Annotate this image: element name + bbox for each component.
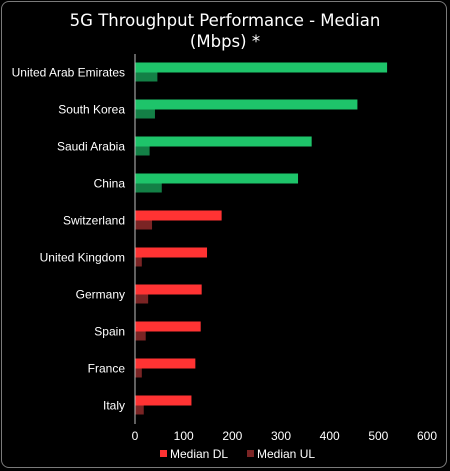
bar-median-dl: [135, 284, 202, 295]
category-label: Spain: [94, 325, 125, 339]
category-label: Germany: [76, 288, 125, 302]
bar-median-ul: [135, 183, 162, 193]
category-label: France: [88, 362, 126, 376]
bar-median-ul: [135, 109, 155, 119]
x-tick-label: 100: [174, 429, 194, 443]
category-label: Switzerland: [63, 214, 125, 228]
legend-label: Median UL: [257, 447, 315, 461]
x-tick-label: 200: [222, 429, 242, 443]
bar-median-ul: [135, 405, 144, 415]
bar-median-dl: [135, 321, 201, 332]
category-label: China: [94, 177, 126, 191]
x-tick-label: 0: [132, 429, 139, 443]
bar-median-ul: [135, 146, 150, 156]
bar-median-dl: [135, 247, 208, 258]
x-tick-label: 400: [320, 429, 340, 443]
bar-median-dl: [135, 99, 358, 110]
chart-title: 5G Throughput Performance - Median (Mbps…: [0, 10, 450, 52]
bar-median-ul: [135, 257, 142, 267]
bar-median-dl: [135, 395, 192, 406]
bar-median-ul: [135, 294, 149, 304]
bar-median-ul: [135, 72, 158, 82]
legend-swatch: [247, 450, 254, 457]
bar-median-dl: [135, 62, 388, 73]
bar-median-dl: [135, 358, 196, 369]
x-tick-label: 500: [368, 429, 388, 443]
bar-median-ul: [135, 368, 142, 378]
legend-label: Median DL: [170, 447, 228, 461]
category-label: Italy: [103, 399, 125, 413]
bar-median-dl: [135, 210, 222, 221]
chart-title-line-1: 5G Throughput Performance - Median: [69, 11, 381, 30]
category-label: Saudi Arabia: [57, 140, 125, 154]
category-label: United Kingdom: [40, 251, 125, 265]
category-label: South Korea: [58, 103, 125, 117]
x-tick-label: 600: [417, 429, 437, 443]
bar-median-dl: [135, 173, 299, 184]
bar-median-dl: [135, 136, 312, 147]
category-label: United Arab Emirates: [12, 66, 125, 80]
x-tick-label: 300: [271, 429, 291, 443]
bar-median-ul: [135, 331, 146, 341]
chart-title-line-2: (Mbps) *: [189, 32, 261, 51]
bar-median-ul: [135, 220, 153, 230]
legend-swatch: [160, 450, 167, 457]
